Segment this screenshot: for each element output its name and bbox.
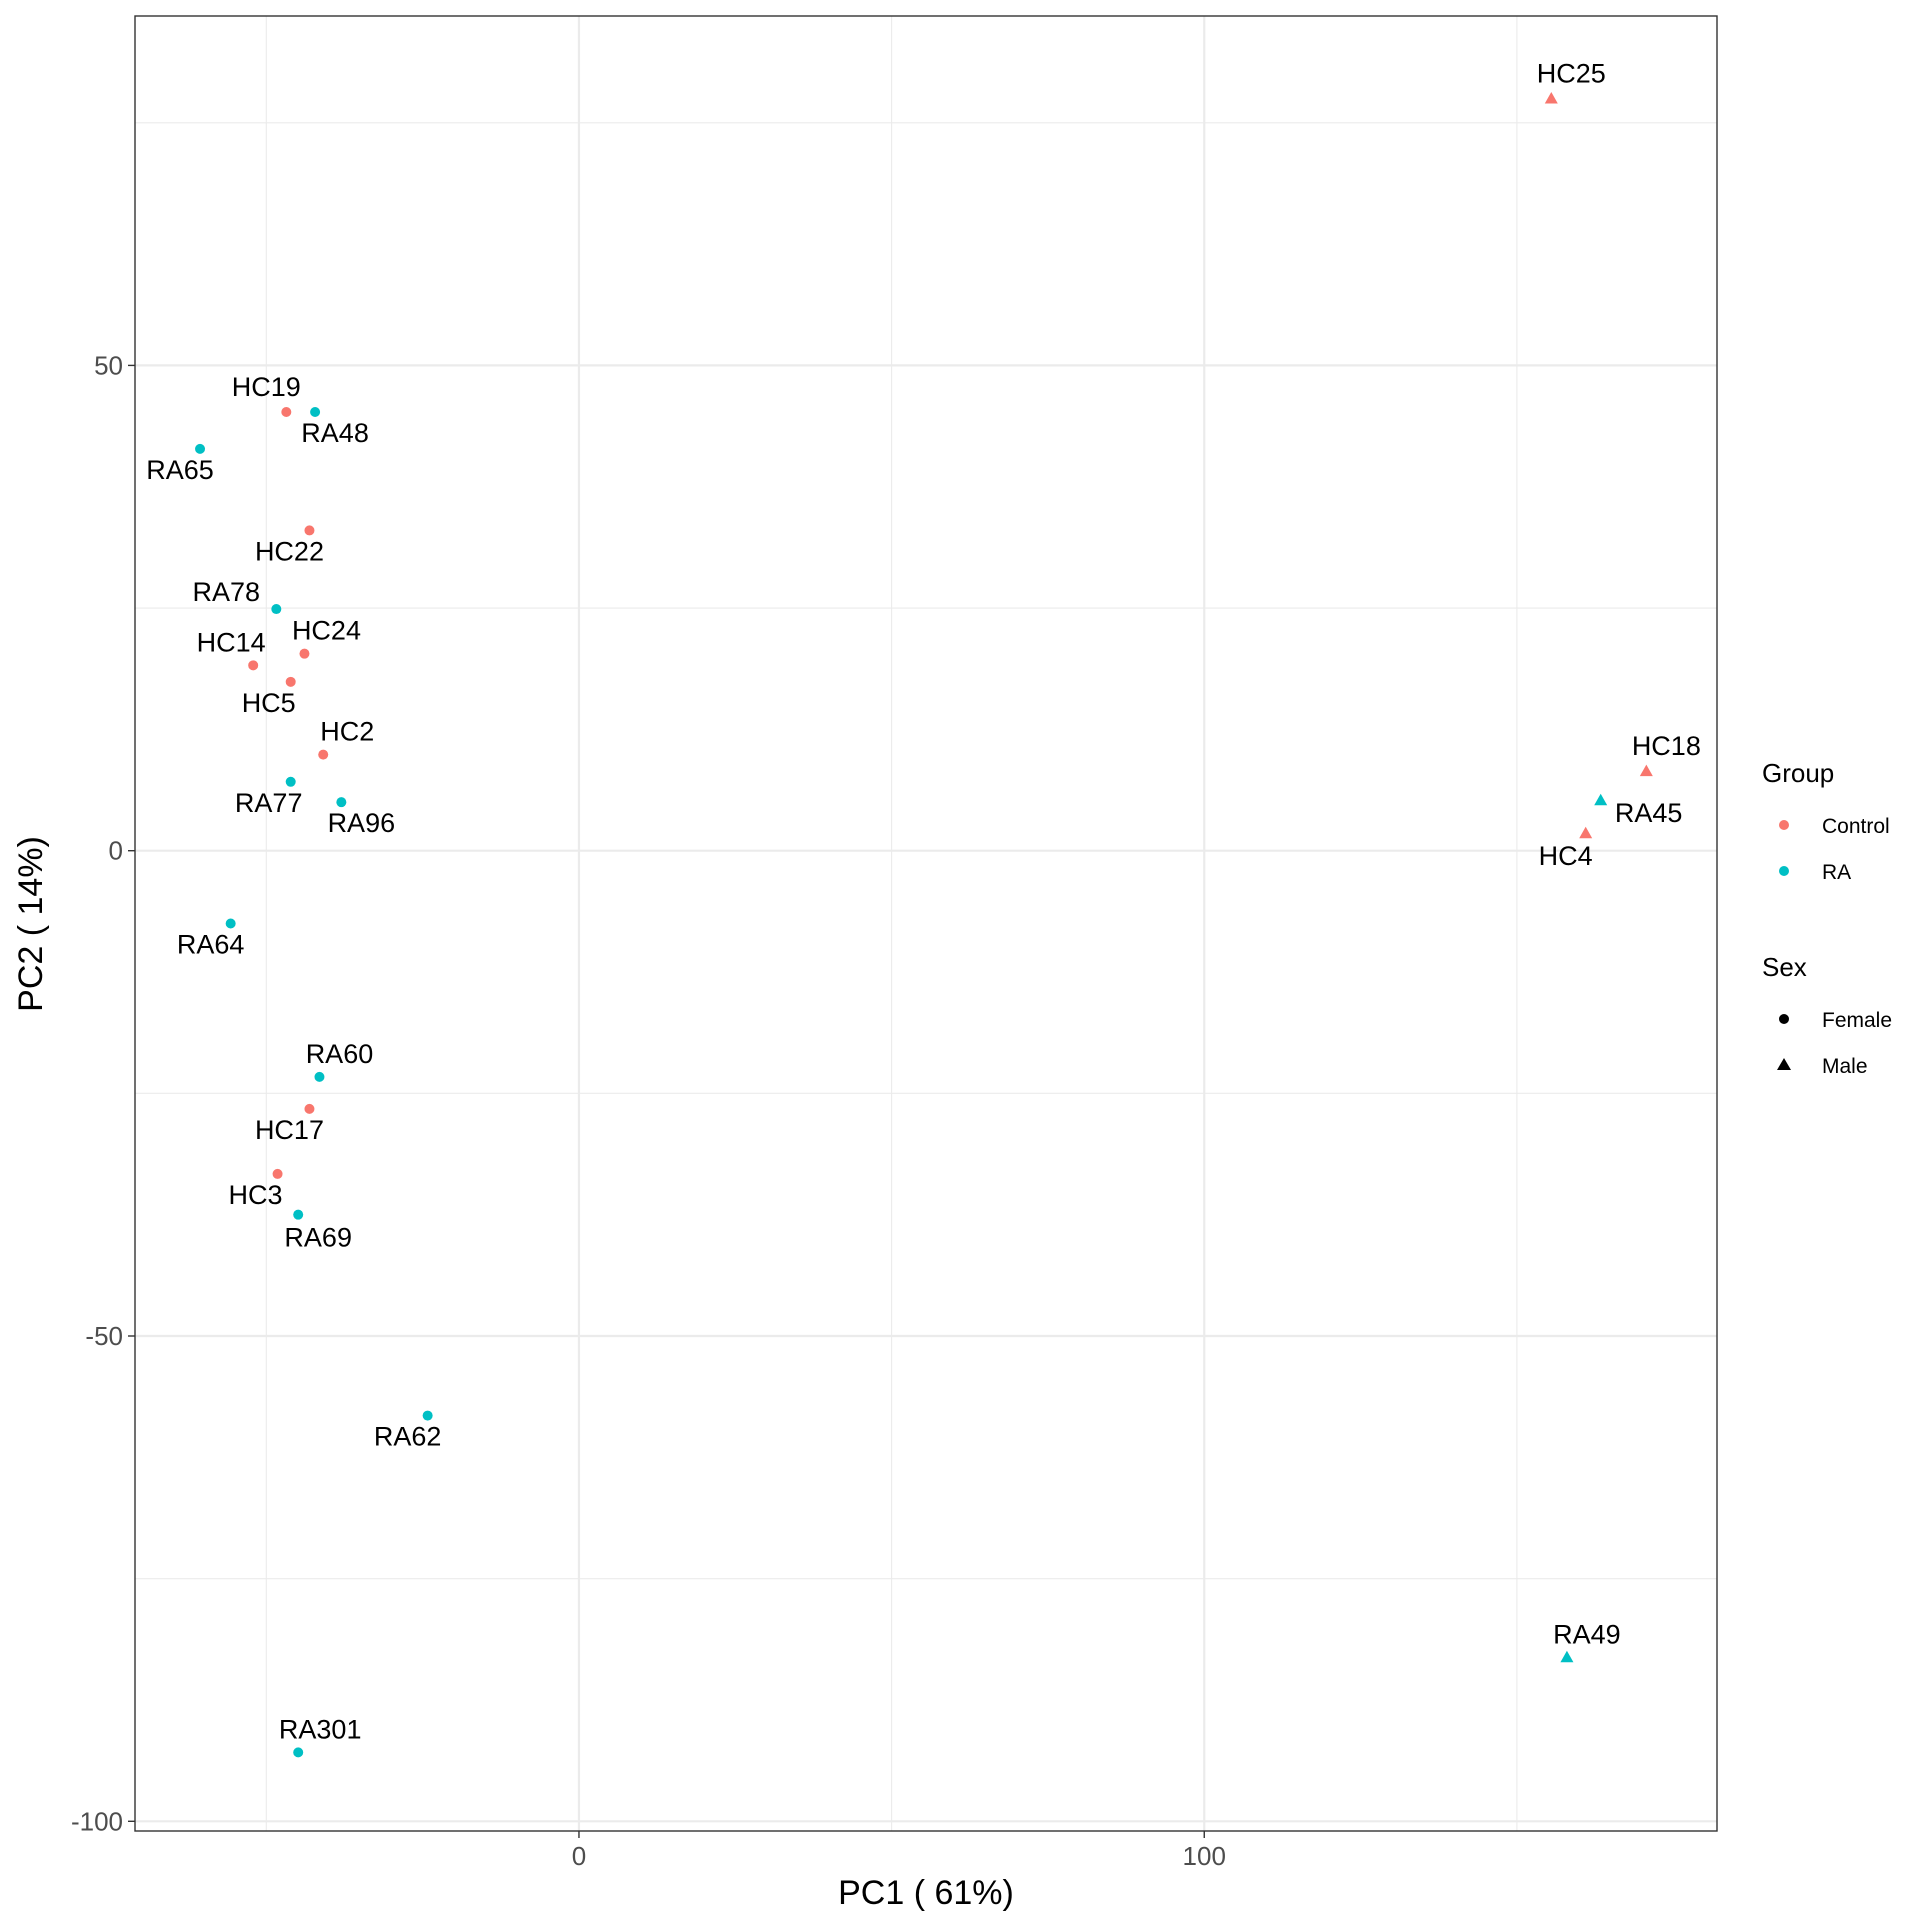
data-point-ra301 (293, 1747, 304, 1758)
point-label-ra49: RA49 (1553, 1619, 1621, 1649)
data-point-ra45 (1594, 793, 1608, 806)
y-tick-label: -100 (71, 1806, 123, 1836)
data-point-ra62 (422, 1410, 433, 1421)
point-label-ra65: RA65 (146, 455, 214, 485)
point-label-ra301: RA301 (279, 1714, 362, 1744)
data-point-hc25 (1544, 92, 1558, 104)
x-tick-label: 0 (572, 1841, 586, 1871)
point-label-ra64: RA64 (177, 930, 245, 960)
point-label-ra77: RA77 (235, 788, 303, 818)
legend-label-ra: RA (1822, 861, 1851, 884)
data-point-ra64 (225, 918, 236, 929)
point-label-hc3: HC3 (229, 1180, 283, 1210)
point-label-ra78: RA78 (193, 577, 261, 607)
data-point-ra77 (285, 776, 296, 787)
data-point-hc24 (299, 648, 310, 659)
legend-title-sex: Sex (1762, 952, 1807, 982)
y-tick-label: 50 (94, 350, 123, 380)
legend-label-control: Control (1822, 815, 1890, 838)
data-point-hc3 (272, 1168, 283, 1179)
data-point-ra69 (293, 1209, 304, 1220)
data-point-ra60 (314, 1071, 325, 1082)
point-label-hc24: HC24 (292, 616, 361, 646)
point-label-hc14: HC14 (197, 627, 266, 657)
data-point-hc4 (1579, 826, 1593, 839)
data-point-ra49 (1560, 1650, 1574, 1663)
point-label-hc25: HC25 (1537, 59, 1606, 89)
data-point-hc19 (281, 407, 292, 417)
legend-key-male (1777, 1058, 1791, 1070)
point-label-ra62: RA62 (374, 1422, 442, 1452)
x-tick-label: 100 (1183, 1841, 1226, 1871)
data-point-hc5 (285, 676, 296, 687)
legend-title-group: Group (1762, 758, 1834, 788)
data-point-hc2 (318, 749, 329, 760)
point-label-hc18: HC18 (1632, 731, 1701, 761)
data-point-hc14 (248, 660, 259, 671)
data-point-hc17 (304, 1103, 315, 1114)
x-axis-title: PC1 ( 61%) (838, 1874, 1014, 1912)
data-point-hc22 (304, 525, 315, 536)
data-point-ra96 (336, 797, 347, 808)
legend-key-control (1779, 820, 1789, 830)
point-label-ra69: RA69 (284, 1223, 352, 1253)
y-tick-label: 0 (109, 836, 123, 866)
point-label-hc5: HC5 (242, 688, 296, 718)
legend-key-female (1779, 1014, 1789, 1024)
legend: Group Control RA Sex Female Male (1762, 758, 1892, 1078)
point-label-ra45: RA45 (1615, 798, 1683, 828)
point-label-hc22: HC22 (255, 536, 324, 566)
data-point-hc18 (1639, 764, 1653, 777)
point-label-hc17: HC17 (255, 1115, 324, 1145)
data-points (195, 92, 1653, 1758)
legend-key-ra (1779, 866, 1789, 876)
data-point-ra65 (195, 443, 206, 454)
point-label-ra60: RA60 (306, 1039, 374, 1069)
data-point-ra48 (310, 407, 321, 417)
point-label-ra48: RA48 (301, 418, 369, 448)
legend-label-male: Male (1822, 1055, 1868, 1078)
point-label-hc4: HC4 (1539, 841, 1593, 871)
point-label-ra96: RA96 (328, 808, 396, 838)
point-label-hc19: HC19 (232, 372, 301, 402)
legend-label-female: Female (1822, 1009, 1892, 1032)
y-axis-title: PC2 ( 14%) (12, 836, 50, 1012)
data-point-ra78 (271, 604, 282, 615)
plot-panel-border (134, 15, 1718, 1832)
axis-ticks: 0 100 50 0 -50 -100 (71, 350, 1226, 1871)
grid-lines (135, 16, 1717, 1831)
y-tick-label: -50 (85, 1321, 123, 1351)
point-label-hc2: HC2 (320, 717, 374, 747)
